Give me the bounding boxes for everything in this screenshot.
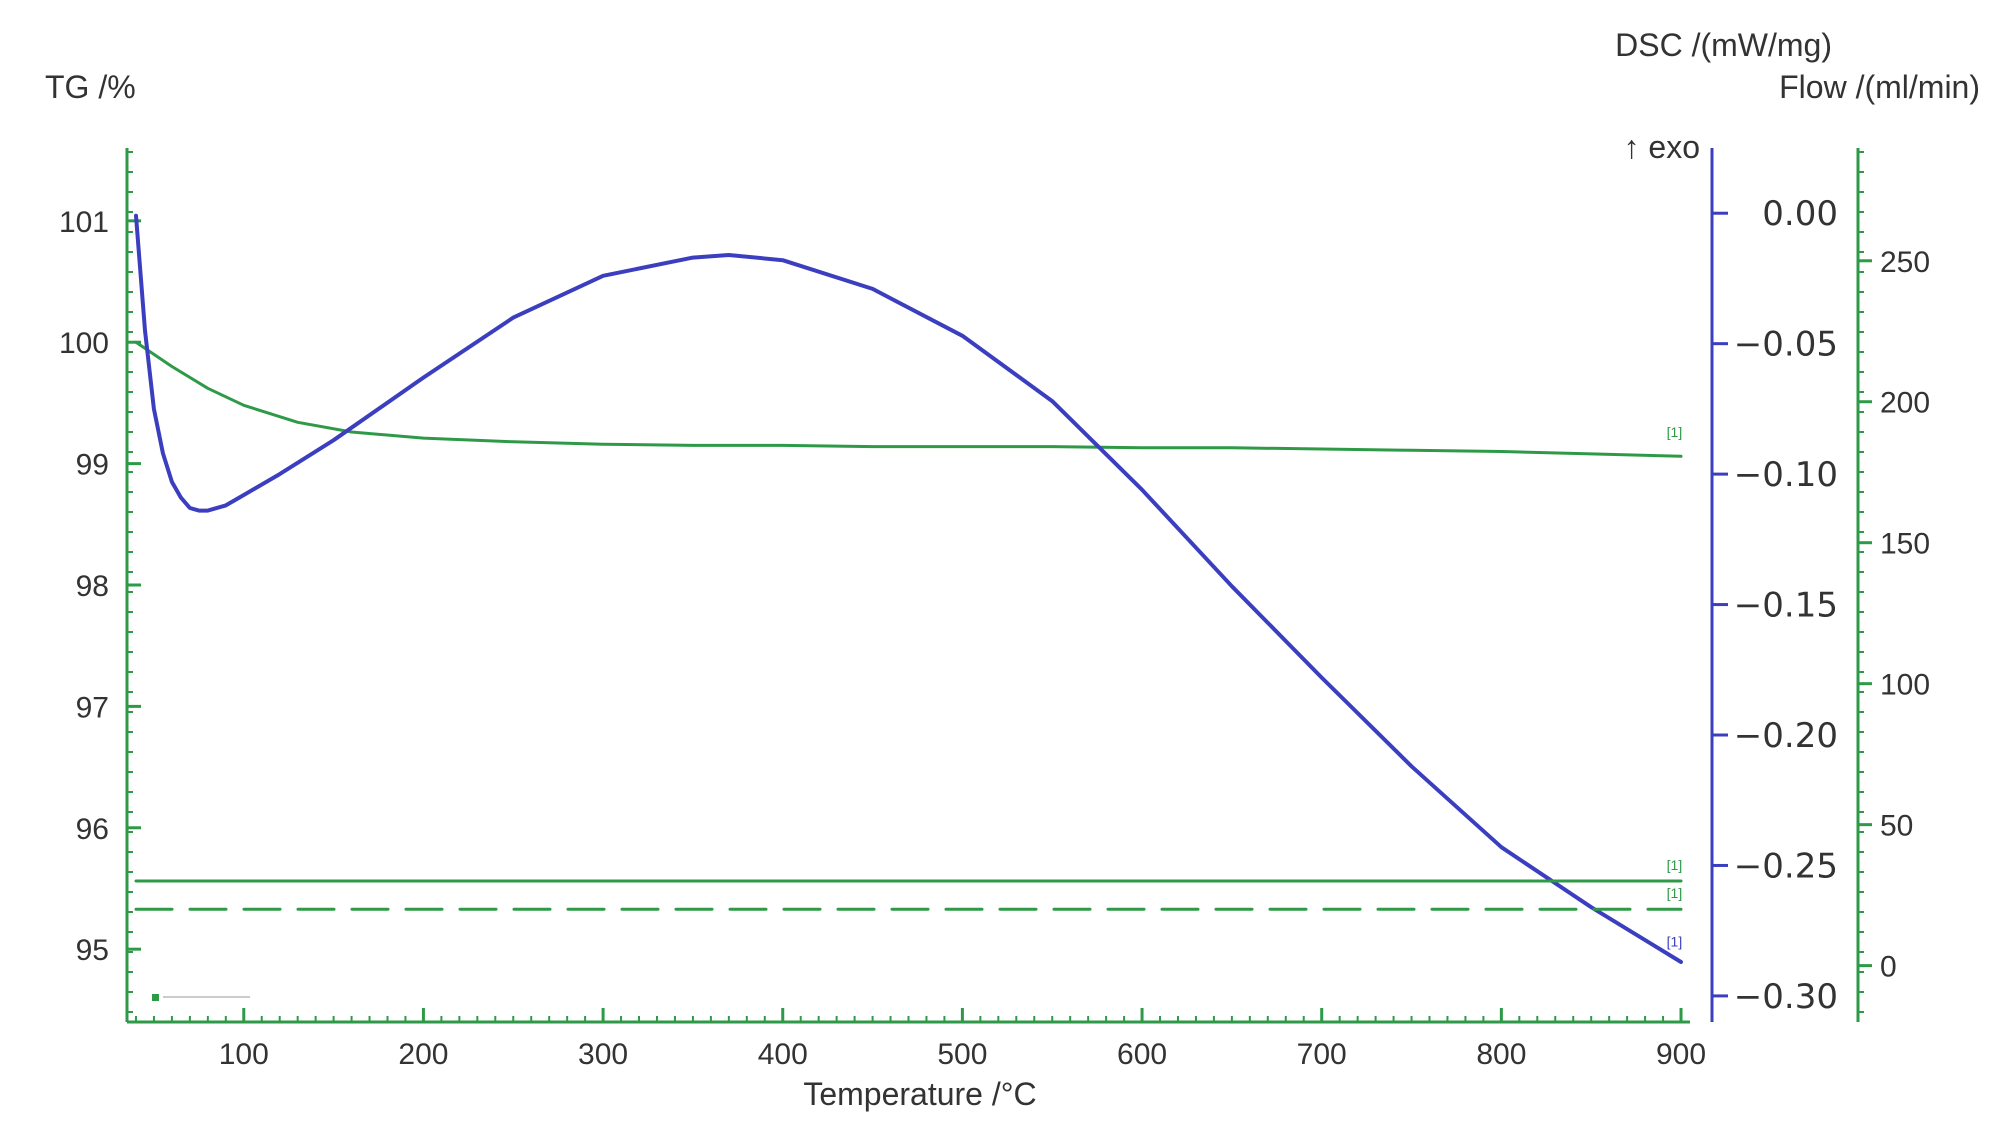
tg-tick-label: 95 — [76, 934, 109, 967]
flow-tick-label: 200 — [1880, 387, 1930, 420]
tg-tick-label: 96 — [76, 813, 109, 846]
series-marker-label: [1] — [1667, 857, 1683, 873]
dsc-tick-label: −0.15 — [1734, 586, 1838, 626]
flow-tick-label: 100 — [1880, 669, 1930, 702]
series-marker-label: [1] — [1667, 885, 1683, 901]
x-tick-label: 900 — [1656, 1038, 1706, 1071]
dsc-axis-title: DSC /(mW/mg) — [1615, 27, 1832, 63]
x-tick-label: 300 — [578, 1038, 628, 1071]
flow-tick-label: 0 — [1880, 951, 1897, 984]
tg-ticks: 95 96 97 98 99 100 101 — [59, 206, 141, 967]
x-tick-label: 100 — [219, 1038, 269, 1071]
tg-tick-label: 100 — [59, 327, 109, 360]
x-tick-label: 800 — [1476, 1038, 1526, 1071]
dsc-tick-label: −0.05 — [1734, 325, 1838, 365]
dsc-tick-label: 0.00 — [1762, 194, 1838, 234]
dsc-curve — [134, 213, 1683, 964]
flow-tick-label: 250 — [1880, 246, 1930, 279]
flow-tick-label: 150 — [1880, 528, 1930, 561]
tg-axis-title: TG /% — [45, 69, 136, 105]
legend-glyph — [152, 994, 250, 1001]
dsc-tick-label: −0.20 — [1734, 716, 1838, 756]
tg-tick-label: 98 — [76, 570, 109, 603]
series-marker-label: [1] — [1667, 933, 1683, 949]
x-tick-label: 600 — [1117, 1038, 1167, 1071]
series-group — [134, 213, 1683, 964]
tg-tick-label: 99 — [76, 449, 109, 482]
flow-tick-label: 50 — [1880, 810, 1913, 843]
dsc-ticks: 0.00 −0.05 −0.10 −0.15 −0.20 −0.25 −0.30 — [1712, 194, 1838, 1017]
dsc-tick-label: −0.25 — [1734, 846, 1838, 886]
flow-axis-title: Flow /(ml/min) — [1779, 69, 1980, 105]
x-tick-label: 200 — [398, 1038, 448, 1071]
dsc-tick-label: −0.30 — [1734, 977, 1838, 1017]
x-tick-label: 400 — [758, 1038, 808, 1071]
tg-tick-label: 97 — [76, 691, 109, 724]
dsc-tick-label: −0.10 — [1734, 455, 1838, 495]
exo-direction-label: ↑ exo — [1624, 129, 1700, 165]
series-marker-label: [1] — [1667, 424, 1683, 440]
series-markers: [1] [1] [1] [1] — [1667, 424, 1683, 949]
tg-curve — [134, 340, 1683, 458]
flow-ticks: 0 50 100 150 200 250 — [1858, 246, 1930, 984]
x-tick-label: 700 — [1297, 1038, 1347, 1071]
minor-ticks — [127, 151, 1864, 1022]
x-axis-title: Temperature /°C — [803, 1076, 1036, 1112]
x-ticks: 100 200 300 400 500 600 700 800 900 — [219, 1008, 1706, 1071]
tg-tick-label: 101 — [59, 206, 109, 239]
x-tick-label: 500 — [937, 1038, 987, 1071]
